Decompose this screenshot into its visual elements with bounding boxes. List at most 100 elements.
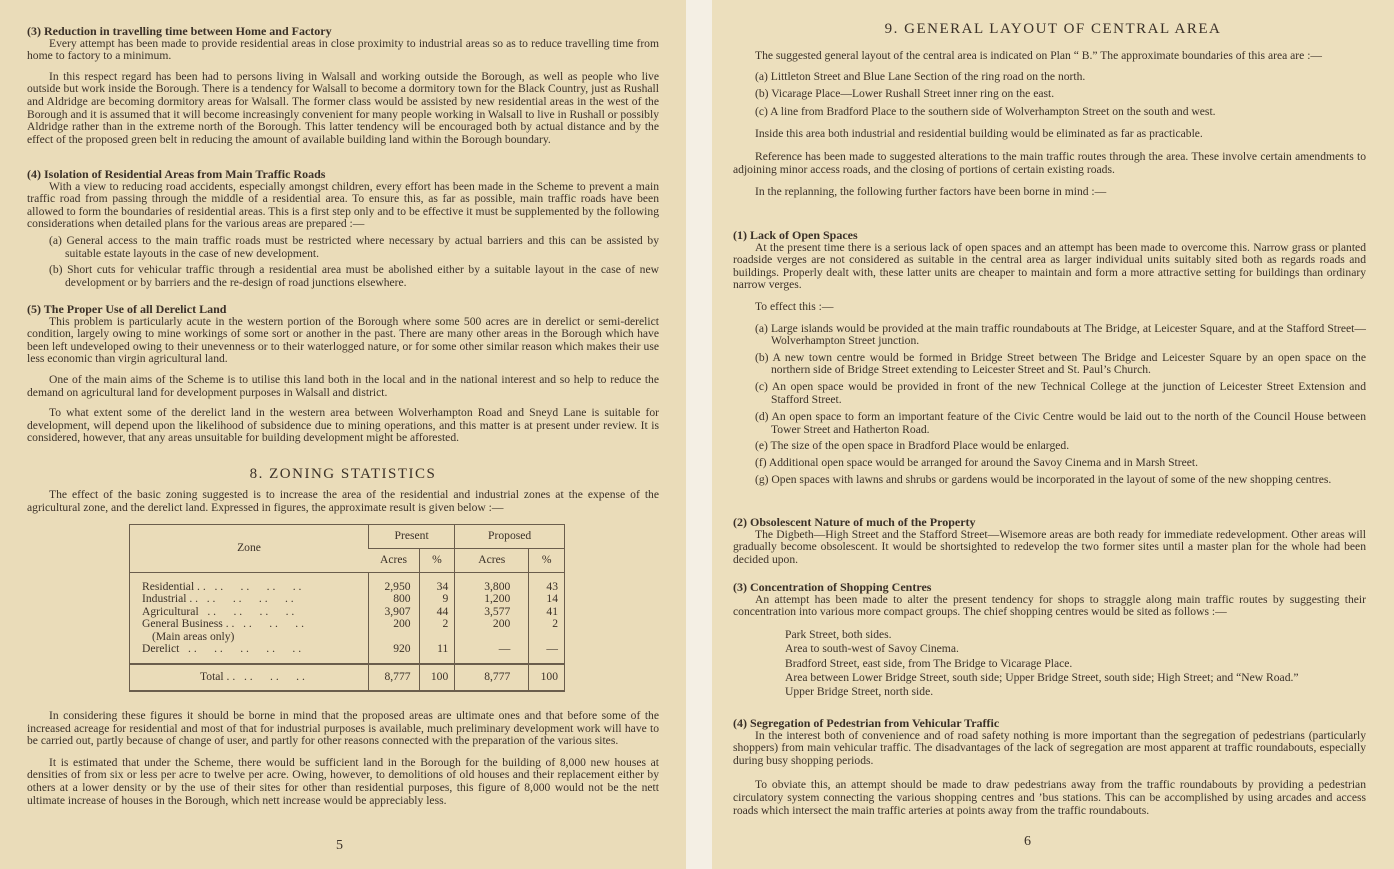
present-acres <box>368 630 420 644</box>
table-row: Agricultural . . . . . . . . 3,907 44 3,577… <box>130 604 565 619</box>
col-present-acres: Acres <box>368 548 420 573</box>
table-row: Industrial . . . . . . . . . . 800 9 1,200 1… <box>130 592 565 606</box>
total-present-acres: 8,777 <box>368 664 420 691</box>
section-title: 9. GENERAL LAYOUT OF CENTRAL AREA <box>884 21 1222 37</box>
list-item: (e) The size of the open space in Bradfo… <box>755 439 1070 453</box>
present-pct: 2 <box>418 617 455 631</box>
section-heading: (5) The Proper Use of all Derelict Land <box>27 302 227 316</box>
section-heading: (3) Reduction in travelling time between… <box>27 24 332 38</box>
section-open-spaces: (1) Lack of Open Spaces At the present t… <box>733 229 1366 486</box>
leader-dots: . . . . . . . . <box>206 592 294 606</box>
list-item: (f) Additional open space would be arran… <box>755 455 1199 469</box>
zone-cell: Agricultural . . . . . . . . <box>130 604 369 618</box>
paragraph: To effect this :— <box>755 299 834 313</box>
section-heading: (3) Concentration of Shopping Centres <box>733 580 932 594</box>
total-present-pct: 100 <box>418 664 455 691</box>
present-pct: 11 <box>418 642 455 665</box>
section-heading: (2) Obsolescent Nature of much of the Pr… <box>733 515 976 529</box>
proposed-pct: 41 <box>528 605 565 619</box>
paragraph: In this respect regard has been had to p… <box>27 69 659 146</box>
section-heading: (1) Lack of Open Spaces <box>733 228 858 242</box>
proposed-acres: 1,200 <box>454 592 529 606</box>
paragraph: One of the main aims of the Scheme is to… <box>27 372 659 399</box>
paragraph: In the replanning, the following further… <box>755 185 1107 199</box>
present-acres: 200 <box>368 617 420 631</box>
zone-cell: Derelict . . . . . . . . . . <box>130 642 369 664</box>
zone-name: Residential . . <box>142 580 206 593</box>
proposed-acres <box>454 630 529 644</box>
leader-dots: . . . . . . <box>243 670 305 684</box>
list-item: (c) An open space would be provided in f… <box>755 379 1366 406</box>
present-pct: 34 <box>418 572 455 594</box>
total-proposed-pct: 100 <box>528 664 565 691</box>
table-row: General Business . . . . . . . . 200 2 200 2 <box>130 617 565 631</box>
total-proposed-acres: 8,777 <box>454 664 529 691</box>
proposed-acres: — <box>454 642 529 665</box>
page-5: (3) Reduction in travelling time between… <box>0 0 686 869</box>
list-item: (a) General access to the main traffic r… <box>49 233 659 260</box>
central-area-intro: The suggested general layout of the cent… <box>733 49 1366 199</box>
paragraph: To obviate this, an attempt should be ma… <box>733 778 1366 817</box>
section-segregation: (4) Segregation of Pedestrian from Vehic… <box>733 717 1366 817</box>
paragraph: In considering these figures it should b… <box>27 709 659 748</box>
leader-dots: . . . . . . . . <box>207 604 295 618</box>
present-pct: 9 <box>418 592 455 606</box>
leader-dots: . . . . . . . . . . <box>188 642 302 656</box>
col-proposed-acres: Acres <box>454 548 529 573</box>
list-item: Area between Lower Bridge Street, south … <box>785 671 1299 684</box>
paragraph: Every attempt has been made to provide r… <box>27 36 659 63</box>
section-isolation: (4) Isolation of Residential Areas from … <box>27 168 659 289</box>
zoning-notes: In considering these figures it should b… <box>27 709 659 807</box>
section-shopping: (3) Concentration of Shopping Centres An… <box>733 581 1366 700</box>
page-6: 9. GENERAL LAYOUT OF CENTRAL AREA The su… <box>712 0 1394 869</box>
proposed-acres: 3,800 <box>454 572 529 594</box>
paragraph: Reference has been made to suggested alt… <box>733 149 1366 176</box>
present-pct <box>418 630 455 644</box>
list-item: (b) Short cuts for vehicular traffic thr… <box>49 263 659 289</box>
list-item: (a) Large islands would be provided at t… <box>755 321 1366 348</box>
paragraph: This problem is particularly acute in th… <box>27 314 659 366</box>
paragraph: In the interest both of convenience and … <box>733 728 1366 767</box>
present-acres: 3,907 <box>368 605 420 619</box>
leader-dots: . . . . . . . . <box>214 580 302 593</box>
table-row: Residential . . . . . . . . . . 2,950 34 3,… <box>130 572 565 594</box>
paragraph: At the present time there is a serious l… <box>733 240 1366 292</box>
list-item: Bradford Street, east side, from The Bri… <box>785 656 1073 670</box>
zoning-table: Zone Present Proposed Acres % Acres % Re… <box>129 524 565 692</box>
zone-name: (Main areas only) <box>152 629 235 643</box>
section-obsolescent: (2) Obsolescent Nature of much of the Pr… <box>733 516 1366 566</box>
page-number: 5 <box>336 838 343 853</box>
total-label: Total . . . . . . . . <box>130 664 369 690</box>
list-item: (a) Littleton Street and Blue Lane Secti… <box>755 69 1086 83</box>
section-title: 8. ZONING STATISTICS <box>249 466 437 482</box>
present-acres: 920 <box>368 642 420 665</box>
col-zone: Zone <box>129 524 369 573</box>
leader-dots: . . . . . . <box>243 617 304 631</box>
list-item: (g) Open spaces with lawns and shrubs or… <box>755 472 1332 486</box>
list-item: (d) An open space to form an important f… <box>755 410 1366 436</box>
proposed-pct: 14 <box>528 592 565 606</box>
section-derelict-land: (5) The Proper Use of all Derelict Land … <box>27 303 659 445</box>
shopping-sites-list: Park Street, both sides. Area to south-w… <box>733 628 1366 700</box>
paragraph: The suggested general layout of the cent… <box>755 49 1323 62</box>
section-heading: (4) Segregation of Pedestrian from Vehic… <box>733 716 1000 730</box>
zone-name: Derelict <box>142 642 180 656</box>
list-item: Park Street, both sides. <box>785 627 892 641</box>
proposed-acres: 3,577 <box>454 605 529 619</box>
table-row: (Main areas only) <box>130 629 565 644</box>
paragraph: Inside this area both industrial and res… <box>755 127 1203 141</box>
proposed-pct: — <box>528 642 565 665</box>
proposed-pct: 43 <box>528 572 565 594</box>
col-present-pct: % <box>418 548 455 573</box>
table-row: Derelict . . . . . . . . . . 920 11— — <box>130 642 565 665</box>
list-item: (c) A line from Bradford Place to the so… <box>755 104 1216 118</box>
list-item: (b) Vicarage Place—Lower Rushall Street … <box>755 87 1055 101</box>
zone-cell: Residential . . . . . . . . . . <box>130 573 369 594</box>
proposed-acres: 200 <box>454 617 529 631</box>
zone-cell: General Business . . . . . . . . <box>130 618 369 630</box>
col-present: Present <box>367 524 455 549</box>
col-proposed: Proposed <box>454 524 565 549</box>
proposed-pct <box>528 630 565 644</box>
section-heading: (4) Isolation of Residential Areas from … <box>27 167 326 181</box>
zone-cell: Industrial . . . . . . . . . . <box>130 593 369 605</box>
